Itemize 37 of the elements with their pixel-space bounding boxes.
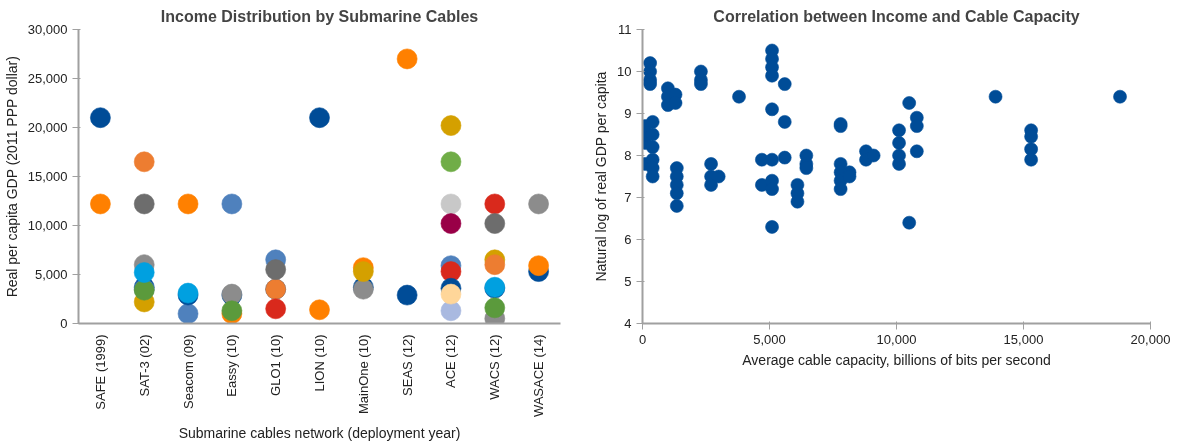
y-tick-label: 10 bbox=[617, 64, 632, 79]
x-tick-label: GLO1 (10) bbox=[268, 334, 284, 396]
y-tick-label: 7 bbox=[624, 190, 632, 205]
x-axis-title: Average cable capacity, billions of bits per second bbox=[742, 351, 1051, 368]
x-tick-label: MainOne (10) bbox=[355, 334, 371, 414]
x-tick-label: 0 bbox=[638, 331, 647, 347]
x-tick-label: Seacom (09) bbox=[180, 334, 196, 409]
x-tick-label: 15,000 bbox=[1003, 331, 1044, 347]
x-tick-label: WASACE (14) bbox=[531, 334, 547, 418]
x-tick-label: SAT-3 (02) bbox=[136, 334, 152, 397]
x-tick-label: ACE (12) bbox=[443, 334, 459, 388]
y-tick-label: 9 bbox=[624, 106, 632, 121]
chart-title: Correlation between Income and Cable Capacity bbox=[713, 7, 1080, 25]
y-axis-title: Natural log of real GDP per capita bbox=[593, 71, 610, 282]
y-tick-label: 11 bbox=[618, 22, 632, 37]
x-tick-label: LION (10) bbox=[312, 334, 327, 392]
x-tick-label: Eassy (10) bbox=[224, 334, 240, 397]
x-tick-label: WACS (12) bbox=[487, 334, 503, 400]
y-tick-label: 6 bbox=[624, 232, 632, 247]
x-tick-label: SEAS (12) bbox=[399, 334, 415, 396]
y-tick-label: 20,000 bbox=[27, 120, 68, 135]
y-tick-label: 5,000 bbox=[34, 267, 68, 282]
x-tick-label: SAFE (1999) bbox=[92, 334, 108, 410]
y-tick-label: 0 bbox=[60, 316, 68, 331]
y-tick-label: 8 bbox=[624, 148, 632, 163]
y-tick-label: 10,000 bbox=[27, 218, 68, 233]
y-tick-label: 25,000 bbox=[27, 71, 68, 86]
chart-title: Income Distribution by Submarine Cables bbox=[160, 7, 479, 25]
x-tick-label: 5,000 bbox=[753, 331, 786, 347]
y-tick-label: 4 bbox=[624, 316, 632, 331]
y-tick-label: 30,000 bbox=[27, 22, 68, 37]
y-axis-title: Real per capita GDP (2011 PPP dollar) bbox=[3, 56, 20, 298]
x-tick-label: 10,000 bbox=[876, 331, 917, 347]
y-tick-label: 15,000 bbox=[27, 169, 68, 184]
x-axis-title: Submarine cables network (deployment year) bbox=[178, 425, 461, 442]
x-tick-label: 20,000 bbox=[1130, 331, 1171, 347]
y-tick-label: 5 bbox=[624, 274, 632, 289]
